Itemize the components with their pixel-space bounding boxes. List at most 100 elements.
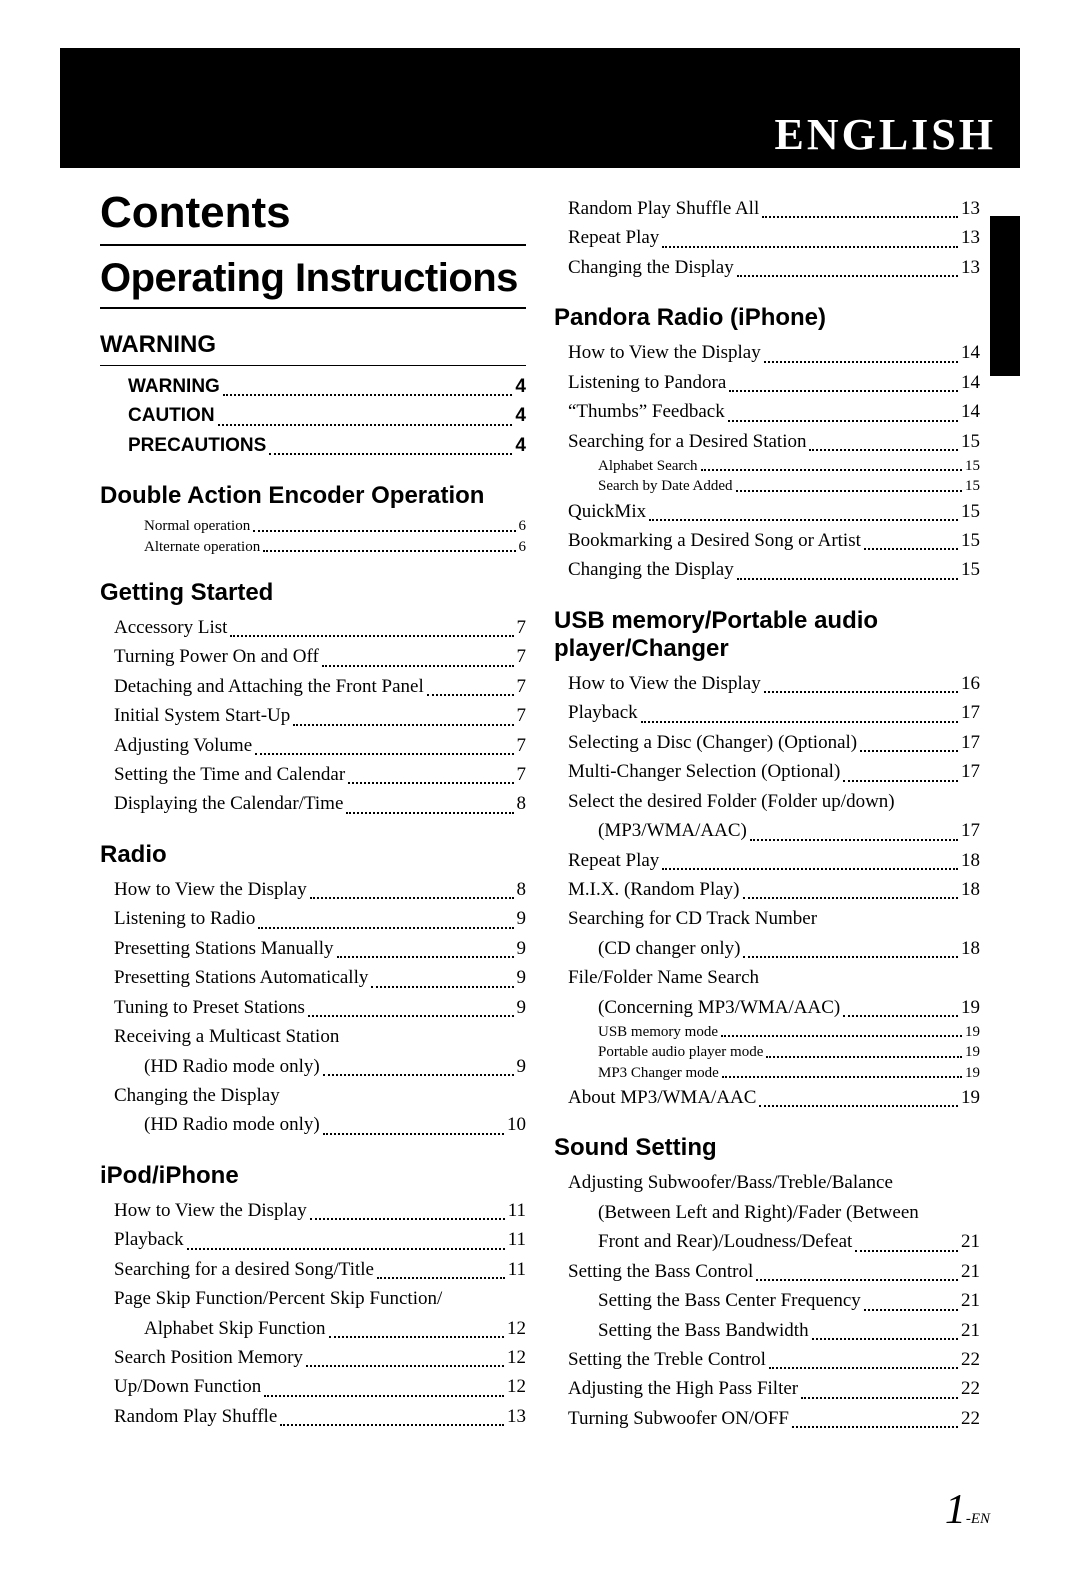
toc-list-ipod: How to View the Display11Playback11Searc… — [100, 1196, 526, 1432]
toc-row: Turning Subwoofer ON/OFF22 — [568, 1404, 980, 1433]
toc-label: Displaying the Calendar/Time — [114, 789, 343, 818]
toc-label: Select the desired Folder (Folder up/dow… — [568, 787, 895, 816]
toc-page: 19 — [965, 1022, 980, 1042]
toc-page: 22 — [961, 1374, 980, 1403]
toc-row: Random Play Shuffle13 — [114, 1402, 526, 1431]
toc-page: 17 — [961, 728, 980, 757]
toc-label: Playback — [568, 698, 638, 727]
toc-label: “Thumbs” Feedback — [568, 397, 725, 426]
rule — [100, 244, 526, 246]
toc-row: Setting the Bass Center Frequency21 — [598, 1286, 980, 1315]
toc-label: Page Skip Function/Percent Skip Function… — [114, 1284, 442, 1313]
toc-page: 12 — [507, 1343, 526, 1372]
toc-page: 6 — [519, 516, 527, 536]
toc-label: Setting the Time and Calendar — [114, 760, 345, 789]
toc-row: Alternate operation6 — [144, 537, 526, 557]
toc-list-usb: How to View the Display16Playback17Selec… — [554, 669, 980, 1112]
toc-label: Up/Down Function — [114, 1372, 261, 1401]
toc-leader — [280, 1424, 504, 1426]
toc-leader — [223, 394, 513, 396]
toc-leader — [649, 519, 958, 521]
toc-label: MP3 Changer mode — [598, 1063, 719, 1083]
toc-page: 13 — [961, 223, 980, 252]
toc-leader — [764, 691, 958, 693]
toc-row: File/Folder Name Search — [568, 963, 980, 992]
section-heading-sound: Sound Setting — [554, 1134, 980, 1162]
toc-page: 18 — [961, 875, 980, 904]
toc-list-warning: WARNING4CAUTION4PRECAUTIONS4 — [100, 372, 526, 460]
toc-label: (Concerning MP3/WMA/AAC) — [598, 993, 840, 1022]
toc-leader — [322, 665, 514, 667]
toc-row: Searching for a Desired Station15 — [568, 427, 980, 456]
toc-row: Accessory List7 — [114, 613, 526, 642]
toc-leader — [255, 753, 513, 755]
toc-label: Adjusting Subwoofer/Bass/Treble/Balance — [568, 1168, 893, 1197]
toc-page: 19 — [961, 1083, 980, 1112]
toc-row: Selecting a Disc (Changer) (Optional) 17 — [568, 728, 980, 757]
toc-label: Receiving a Multicast Station — [114, 1022, 339, 1051]
toc-leader — [269, 453, 512, 455]
toc-leader — [764, 361, 958, 363]
toc-page: 13 — [507, 1402, 526, 1431]
toc-row: Setting the Bass Control21 — [568, 1257, 980, 1286]
toc-leader — [759, 1105, 958, 1107]
toc-label: Alphabet Skip Function — [144, 1314, 326, 1343]
toc-leader — [263, 550, 515, 552]
toc-label: (Between Left and Right)/Fader (Between — [598, 1198, 919, 1227]
toc-label: Presetting Stations Manually — [114, 934, 334, 963]
toc-label: Presetting Stations Automatically — [114, 963, 368, 992]
toc-label: Listening to Radio — [114, 904, 255, 933]
page-number-value: 1 — [945, 1487, 966, 1533]
toc-page: 17 — [961, 757, 980, 786]
toc-page: 17 — [961, 698, 980, 727]
toc-row: USB memory mode19 — [598, 1022, 980, 1042]
toc-leader — [750, 839, 958, 841]
toc-row: Search Position Memory12 — [114, 1343, 526, 1372]
toc-page: 21 — [961, 1316, 980, 1345]
toc-page: 22 — [961, 1345, 980, 1374]
toc-page: 15 — [965, 476, 980, 496]
toc-leader — [860, 750, 958, 752]
toc-label: Turning Subwoofer ON/OFF — [568, 1404, 789, 1433]
toc-label: Alphabet Search — [598, 456, 698, 476]
toc-row: How to View the Display11 — [114, 1196, 526, 1225]
rule — [100, 307, 526, 309]
toc-label: Changing the Display — [114, 1081, 280, 1110]
toc-label: Selecting a Disc (Changer) (Optional) — [568, 728, 857, 757]
toc-leader — [743, 956, 958, 958]
toc-row: Turning Power On and Off7 — [114, 642, 526, 671]
toc-page: 7 — [517, 613, 527, 642]
toc-page: 19 — [965, 1042, 980, 1062]
toc-label: Changing the Display — [568, 253, 734, 282]
toc-leader — [769, 1367, 958, 1369]
toc-leader — [721, 1035, 962, 1037]
toc-label: Random Play Shuffle All — [568, 194, 759, 223]
toc-leader — [308, 1015, 514, 1017]
toc-row: M.I.X. (Random Play)18 — [568, 875, 980, 904]
toc-page: 4 — [515, 401, 526, 430]
toc-row: Searching for a desired Song/Title11 — [114, 1255, 526, 1284]
toc-leader — [310, 1218, 505, 1220]
toc-list-ipod-cont: Random Play Shuffle All13Repeat Play13Ch… — [554, 194, 980, 282]
section-rule — [100, 365, 526, 366]
toc-page: 14 — [961, 338, 980, 367]
toc-page: 15 — [961, 526, 980, 555]
toc-list-pandora: How to View the Display14Listening to Pa… — [554, 338, 980, 585]
operating-instructions-title: Operating Instructions — [100, 256, 526, 301]
toc-label: Multi-Changer Selection (Optional) — [568, 757, 840, 786]
toc-leader — [253, 530, 515, 532]
toc-leader — [662, 246, 958, 248]
toc-leader — [801, 1397, 958, 1399]
toc-row: Playback 17 — [568, 698, 980, 727]
toc-leader — [792, 1426, 958, 1428]
toc-label: Turning Power On and Off — [114, 642, 319, 671]
section-heading-radio: Radio — [100, 841, 526, 869]
toc-label: (HD Radio mode only) — [144, 1052, 320, 1081]
toc-leader — [346, 812, 513, 814]
toc-row: Normal operation6 — [144, 516, 526, 536]
toc-label: Searching for a desired Song/Title — [114, 1255, 374, 1284]
toc-leader — [662, 868, 958, 870]
section-heading-usb: USB memory/Portable audio player/Changer — [554, 607, 980, 663]
left-column: Contents Operating Instructions WARNING … — [100, 188, 526, 1433]
toc-leader — [701, 469, 962, 471]
